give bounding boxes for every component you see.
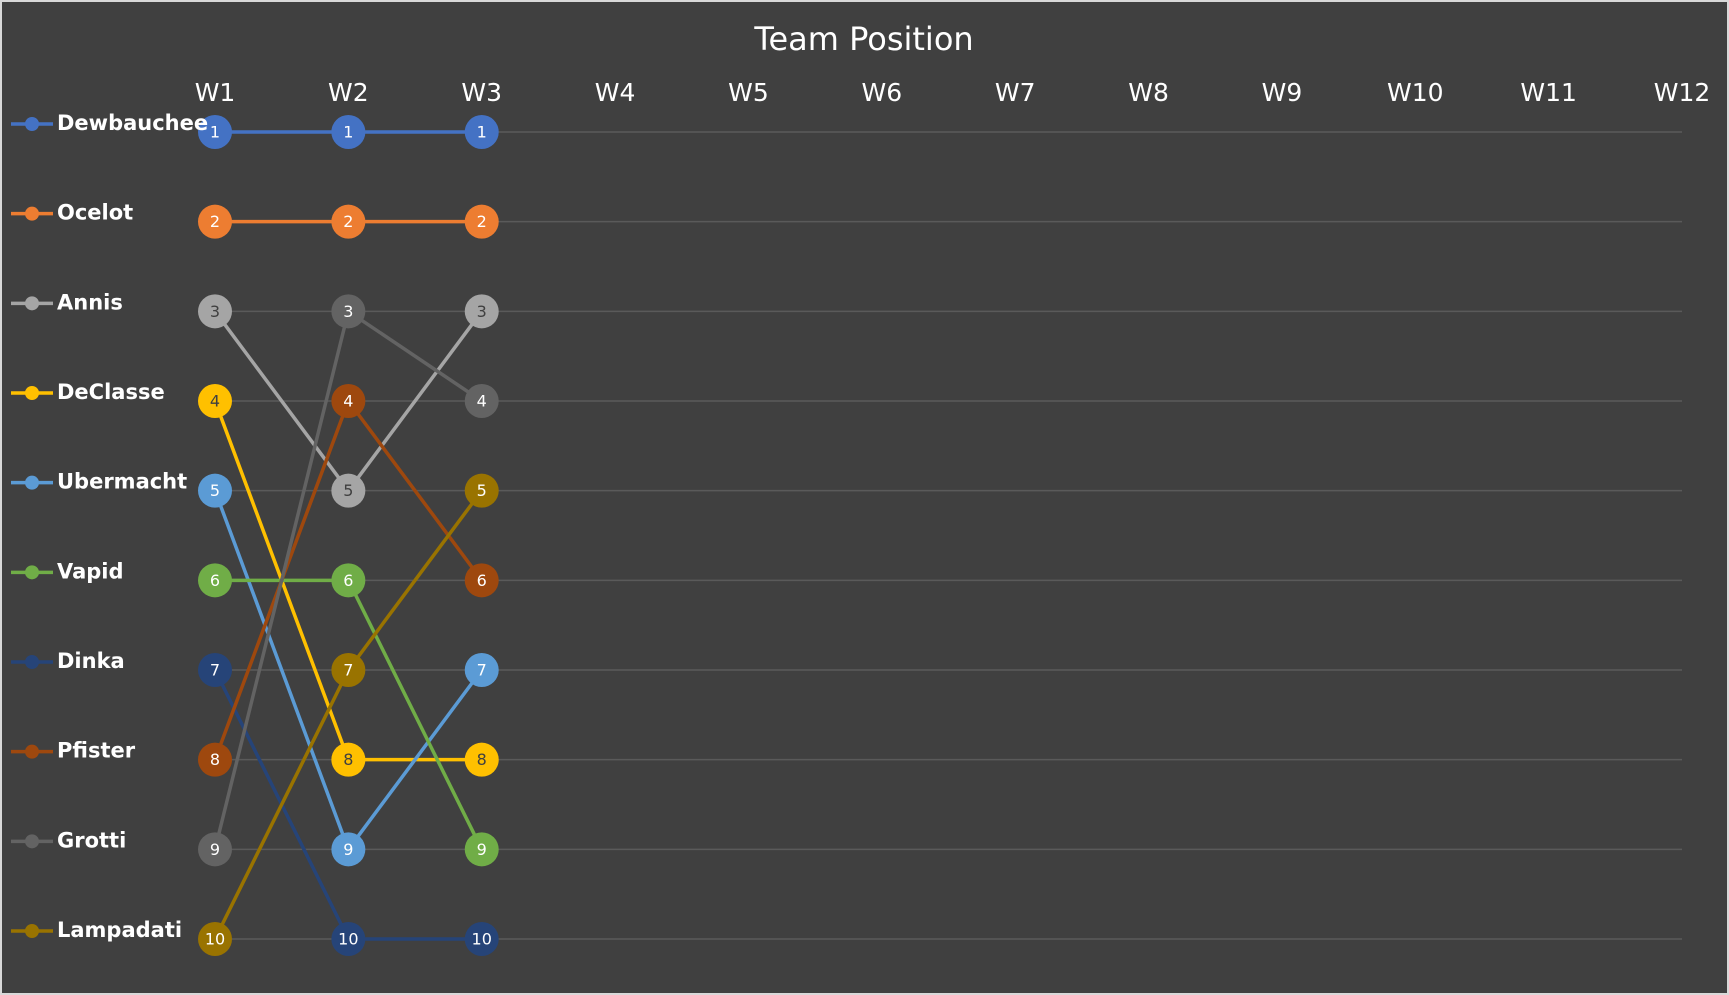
x-tick-label: W2 xyxy=(328,78,369,107)
legend-label: Grotti xyxy=(57,828,126,852)
data-label: 8 xyxy=(343,750,353,769)
x-tick-label: W6 xyxy=(862,78,903,107)
marker xyxy=(331,922,366,956)
marker xyxy=(464,922,499,956)
marker xyxy=(331,832,366,867)
marker xyxy=(464,832,499,867)
marker xyxy=(464,115,499,149)
legend-label: Lampadati xyxy=(57,918,182,942)
legend-marker xyxy=(25,744,39,759)
marker xyxy=(464,384,499,418)
marker xyxy=(331,294,366,329)
legend-marker xyxy=(25,834,39,849)
marker xyxy=(464,653,499,687)
x-tick-label: W9 xyxy=(1262,78,1303,107)
data-label: 9 xyxy=(477,840,487,859)
data-label: 6 xyxy=(477,571,487,590)
data-label: 7 xyxy=(343,661,353,680)
data-label: 6 xyxy=(343,571,353,590)
marker xyxy=(198,204,232,239)
legend-marker xyxy=(25,475,39,490)
x-tick-label: W4 xyxy=(595,78,636,107)
data-label: 10 xyxy=(205,930,225,949)
legend-marker xyxy=(25,386,39,400)
legend-label: Dinka xyxy=(57,649,125,673)
data-label: 1 xyxy=(343,123,353,142)
marker xyxy=(464,204,499,239)
data-label: 3 xyxy=(210,302,220,321)
data-label: 5 xyxy=(210,481,220,500)
data-label: 4 xyxy=(477,392,487,411)
legend-label: DeClasse xyxy=(57,380,165,404)
marker xyxy=(198,473,232,508)
data-label: 10 xyxy=(338,930,358,949)
legend-label: Ubermacht xyxy=(57,470,187,494)
marker xyxy=(331,204,366,239)
data-label: 3 xyxy=(477,302,487,321)
x-tick-label: W1 xyxy=(195,78,236,107)
marker xyxy=(331,473,366,508)
data-label: 10 xyxy=(472,930,492,949)
marker xyxy=(331,742,366,777)
legend-label: Dewbauchee xyxy=(57,111,208,135)
x-tick-label: W7 xyxy=(995,78,1036,107)
marker xyxy=(331,115,366,149)
marker xyxy=(464,473,499,508)
legend-label: Vapid xyxy=(57,559,124,583)
marker xyxy=(331,563,366,598)
legend-marker xyxy=(25,565,39,580)
data-label: 4 xyxy=(210,392,220,411)
legend-marker xyxy=(25,924,39,938)
data-label: 6 xyxy=(210,571,220,590)
marker xyxy=(331,384,366,418)
x-tick-label: W11 xyxy=(1520,78,1577,107)
x-tick-label: W3 xyxy=(461,78,502,107)
data-label: 2 xyxy=(210,212,220,231)
marker xyxy=(464,294,499,329)
data-label: 8 xyxy=(477,750,487,769)
data-label: 5 xyxy=(343,481,353,500)
marker xyxy=(464,563,499,598)
x-tick-label: W10 xyxy=(1387,78,1444,107)
marker xyxy=(198,384,232,418)
marker xyxy=(331,653,366,687)
data-label: 9 xyxy=(343,840,353,859)
data-label: 8 xyxy=(210,750,220,769)
data-label: 2 xyxy=(343,212,353,231)
data-label: 1 xyxy=(477,123,487,142)
data-label: 9 xyxy=(210,840,220,859)
legend-marker xyxy=(25,655,39,669)
legend-label: Pfister xyxy=(57,739,136,763)
marker xyxy=(198,115,232,149)
marker xyxy=(464,742,499,777)
data-label: 5 xyxy=(477,481,487,500)
chart-title: Team Position xyxy=(753,20,973,58)
marker xyxy=(198,563,232,598)
legend-marker xyxy=(25,117,39,131)
x-tick-label: W12 xyxy=(1654,78,1711,107)
legend-marker xyxy=(25,206,39,221)
data-label: 7 xyxy=(210,661,220,680)
x-tick-label: W5 xyxy=(728,78,769,107)
marker xyxy=(198,832,232,867)
legend-marker xyxy=(25,296,39,311)
data-label: 7 xyxy=(477,661,487,680)
data-label: 1 xyxy=(210,123,220,142)
legend-label: Ocelot xyxy=(57,201,133,225)
legend-label: Annis xyxy=(57,290,123,314)
x-tick-label: W8 xyxy=(1128,78,1169,107)
data-label: 2 xyxy=(477,212,487,231)
marker xyxy=(198,294,232,329)
marker xyxy=(198,653,232,687)
marker xyxy=(198,922,232,956)
data-label: 4 xyxy=(343,392,353,411)
marker xyxy=(198,742,232,777)
data-label: 3 xyxy=(343,302,353,321)
